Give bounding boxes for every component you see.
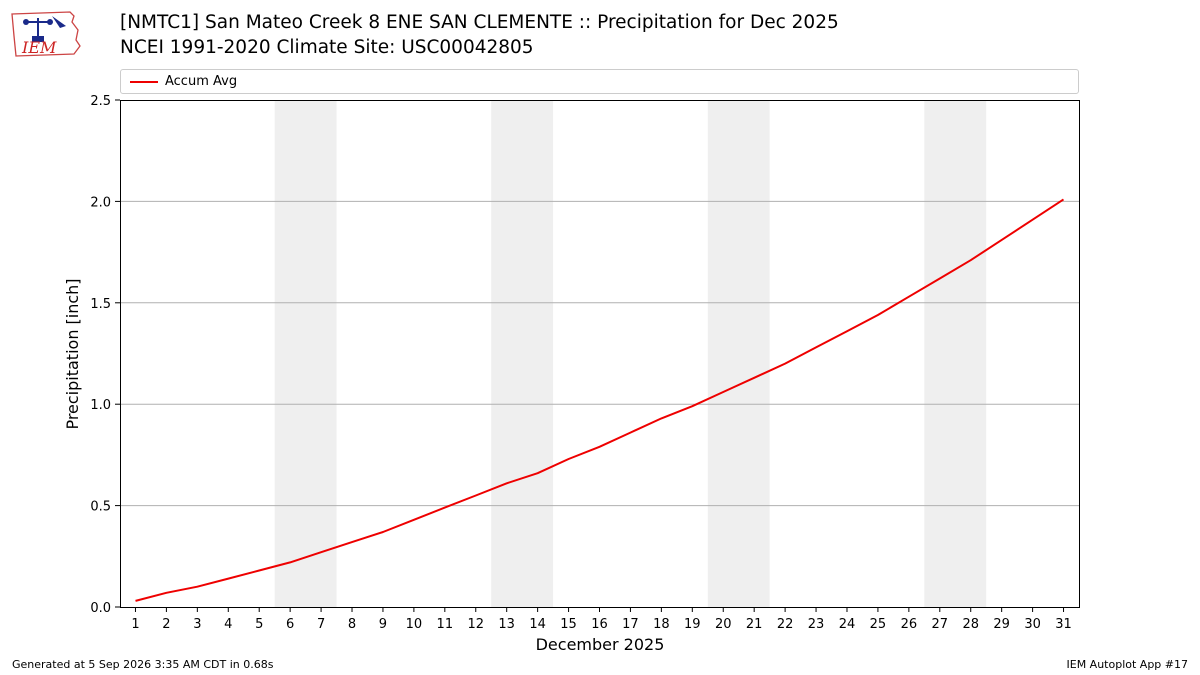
y-tick-label-5: 2.5 [90, 94, 111, 109]
x-tick-label-12: 12 [467, 617, 484, 632]
grid-lines [120, 200, 1079, 507]
y-tick-label-0: 0.0 [90, 601, 111, 616]
weekend-band-2 [491, 100, 554, 607]
series-layer [135, 198, 1065, 602]
legend-label-accum-avg: Accum Avg [165, 74, 238, 89]
x-tick-label-17: 17 [622, 617, 639, 632]
footer-generated: Generated at 5 Sep 2026 3:35 AM CDT in 0… [12, 658, 274, 671]
x-tick-label-31: 31 [1055, 617, 1072, 632]
x-tick-label-19: 19 [684, 617, 701, 632]
x-axis-label: December 2025 [536, 635, 665, 654]
iem-logo: IEM [11, 11, 81, 57]
footer-app: IEM Autoplot App #17 [1066, 658, 1189, 671]
chart-title: [NMTC1] San Mateo Creek 8 ENE SAN CLEMEN… [120, 12, 839, 33]
x-tick-label-1: 1 [131, 617, 139, 632]
x-tick-label-24: 24 [839, 617, 856, 632]
x-axis: 1 2 3 4 5 6 7 8 9 10 11 12 13 14 15 16 17 18 19 20 21 22 23 24 2… [131, 607, 1072, 632]
logo-text: IEM [21, 38, 57, 57]
weekend-bands [274, 100, 987, 607]
y-tick-label-2: 1.0 [90, 398, 111, 413]
weekend-band-1 [274, 100, 337, 607]
x-tick-label-11: 11 [437, 617, 454, 632]
x-tick-label-5: 5 [255, 617, 263, 632]
y-tick-label-1: 0.5 [90, 500, 111, 515]
x-tick-label-2: 2 [162, 617, 170, 632]
x-tick-label-18: 18 [653, 617, 670, 632]
y-axis: 0.0 0.5 1.0 1.5 2.0 2.5 [90, 94, 120, 616]
x-tick-label-29: 29 [993, 617, 1010, 632]
x-tick-label-7: 7 [317, 617, 325, 632]
x-tick-label-13: 13 [498, 617, 515, 632]
y-tick-label-4: 2.0 [90, 195, 111, 210]
x-tick-label-16: 16 [591, 617, 608, 632]
x-tick-label-22: 22 [777, 617, 794, 632]
x-tick-label-27: 27 [932, 617, 949, 632]
plot-frame [120, 100, 1080, 608]
y-axis-label: Precipitation [inch] [63, 278, 82, 429]
x-tick-label-20: 20 [715, 617, 732, 632]
x-tick-label-15: 15 [560, 617, 577, 632]
x-tick-label-3: 3 [193, 617, 201, 632]
x-tick-label-9: 9 [379, 617, 387, 632]
x-tick-label-4: 4 [224, 617, 232, 632]
legend: Accum Avg [120, 69, 1079, 94]
series-line-accum-avg [135, 198, 1065, 602]
chart-subtitle: NCEI 1991-2020 Climate Site: USC00042805 [120, 37, 534, 58]
x-tick-label-21: 21 [746, 617, 763, 632]
weekend-band-4 [924, 100, 987, 607]
x-tick-label-26: 26 [901, 617, 918, 632]
legend-swatch-accum-avg [130, 81, 158, 83]
x-tick-label-6: 6 [286, 617, 294, 632]
x-tick-label-28: 28 [962, 617, 979, 632]
x-tick-label-10: 10 [406, 617, 423, 632]
x-tick-label-30: 30 [1024, 617, 1041, 632]
x-tick-label-8: 8 [348, 617, 356, 632]
x-tick-label-25: 25 [870, 617, 887, 632]
x-tick-label-14: 14 [529, 617, 546, 632]
x-tick-label-23: 23 [808, 617, 825, 632]
weekend-band-3 [707, 100, 770, 607]
y-tick-label-3: 1.5 [90, 297, 111, 312]
